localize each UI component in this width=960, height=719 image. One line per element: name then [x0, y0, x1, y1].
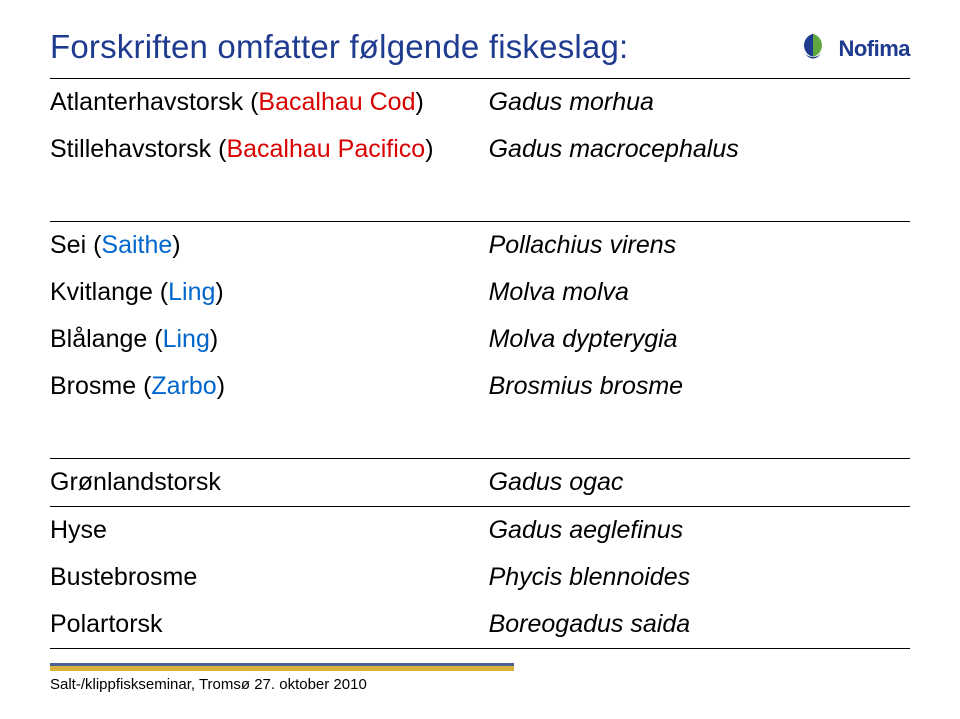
gap-row — [50, 410, 910, 458]
spec-red: Bacalhau Cod — [258, 88, 415, 116]
species-name: Polartorsk — [50, 610, 489, 639]
table-row: Bustebrosme Phycis blennoides — [50, 554, 910, 601]
species-name: Brosme (Zarbo) — [50, 372, 489, 401]
latin-name: Molva molva — [489, 278, 910, 307]
logo-text: Nofima — [838, 36, 910, 62]
species-name: Grønlandstorsk — [50, 468, 489, 497]
group-3: Hyse Gadus aeglefinus Bustebrosme Phycis… — [50, 507, 910, 649]
latin-name: Molva dypterygia — [489, 325, 910, 354]
latin-name: Pollachius virens — [489, 231, 910, 260]
group-2: Grønlandstorsk Gadus ogac — [50, 459, 910, 507]
footer-bar-icon — [50, 660, 910, 670]
latin-name: Gadus aeglefinus — [489, 516, 910, 545]
table-row: Kvitlange (Ling) Molva molva — [50, 269, 910, 316]
name-pre: Stillehavstorsk ( — [50, 135, 226, 163]
spec-blue: Ling — [163, 325, 210, 353]
species-table: Atlanterhavstorsk (Bacalhau Cod) Gadus m… — [50, 78, 910, 649]
name-post: ) — [172, 231, 180, 259]
name-pre: Kvitlange ( — [50, 278, 168, 306]
name-post: ) — [215, 278, 223, 306]
group-1: Sei (Saithe) Pollachius virens Kvitlange… — [50, 222, 910, 459]
latin-name: Brosmius brosme — [489, 372, 910, 401]
species-name: Stillehavstorsk (Bacalhau Pacifico) — [50, 135, 489, 164]
species-name: Bustebrosme — [50, 563, 489, 592]
name-pre: Atlanterhavstorsk ( — [50, 88, 258, 116]
species-name: Sei (Saithe) — [50, 231, 489, 260]
table-row: Stillehavstorsk (Bacalhau Pacifico) Gadu… — [50, 126, 910, 173]
header: Forskriften omfatter følgende fiskeslag:… — [50, 28, 910, 68]
species-name: Hyse — [50, 516, 489, 545]
latin-name: Phycis blennoides — [489, 563, 910, 592]
species-name: Kvitlange (Ling) — [50, 278, 489, 307]
name-post: ) — [425, 135, 433, 163]
name-pre: Bustebrosme — [50, 563, 197, 591]
table-row: Grønlandstorsk Gadus ogac — [50, 459, 910, 506]
name-pre: Polartorsk — [50, 610, 163, 638]
name-pre: Blålange ( — [50, 325, 163, 353]
latin-name: Boreogadus saida — [489, 610, 910, 639]
name-pre: Brosme ( — [50, 372, 151, 400]
spec-red: Bacalhau Pacifico — [226, 135, 425, 163]
footer-yellow-rule — [50, 666, 514, 671]
logo: Nofima — [794, 30, 910, 68]
name-post: ) — [415, 88, 423, 116]
latin-name: Gadus ogac — [489, 468, 910, 497]
table-row: Sei (Saithe) Pollachius virens — [50, 222, 910, 269]
page-title: Forskriften omfatter følgende fiskeslag: — [50, 28, 628, 66]
spec-blue: Zarbo — [151, 372, 216, 400]
table-row: Hyse Gadus aeglefinus — [50, 507, 910, 554]
slide: Forskriften omfatter følgende fiskeslag:… — [0, 0, 960, 719]
group-0: Atlanterhavstorsk (Bacalhau Cod) Gadus m… — [50, 78, 910, 222]
name-pre: Hyse — [50, 516, 107, 544]
latin-name: Gadus morhua — [489, 88, 910, 117]
spec-blue: Saithe — [101, 231, 172, 259]
name-pre: Grønlandstorsk — [50, 468, 221, 496]
footer: Salt-/klippfiskseminar, Tromsø 27. oktob… — [50, 660, 910, 693]
logo-mark-icon — [794, 30, 832, 68]
latin-name: Gadus macrocephalus — [489, 135, 910, 164]
name-post: ) — [210, 325, 218, 353]
spec-blue: Ling — [168, 278, 215, 306]
table-row: Brosme (Zarbo) Brosmius brosme — [50, 363, 910, 410]
species-name: Blålange (Ling) — [50, 325, 489, 354]
gap-row — [50, 173, 910, 221]
table-row: Polartorsk Boreogadus saida — [50, 601, 910, 648]
name-pre: Sei ( — [50, 231, 101, 259]
table-row: Atlanterhavstorsk (Bacalhau Cod) Gadus m… — [50, 79, 910, 126]
footer-text: Salt-/klippfiskseminar, Tromsø 27. oktob… — [50, 676, 910, 693]
table-row: Blålange (Ling) Molva dypterygia — [50, 316, 910, 363]
species-name: Atlanterhavstorsk (Bacalhau Cod) — [50, 88, 489, 117]
name-post: ) — [217, 372, 225, 400]
